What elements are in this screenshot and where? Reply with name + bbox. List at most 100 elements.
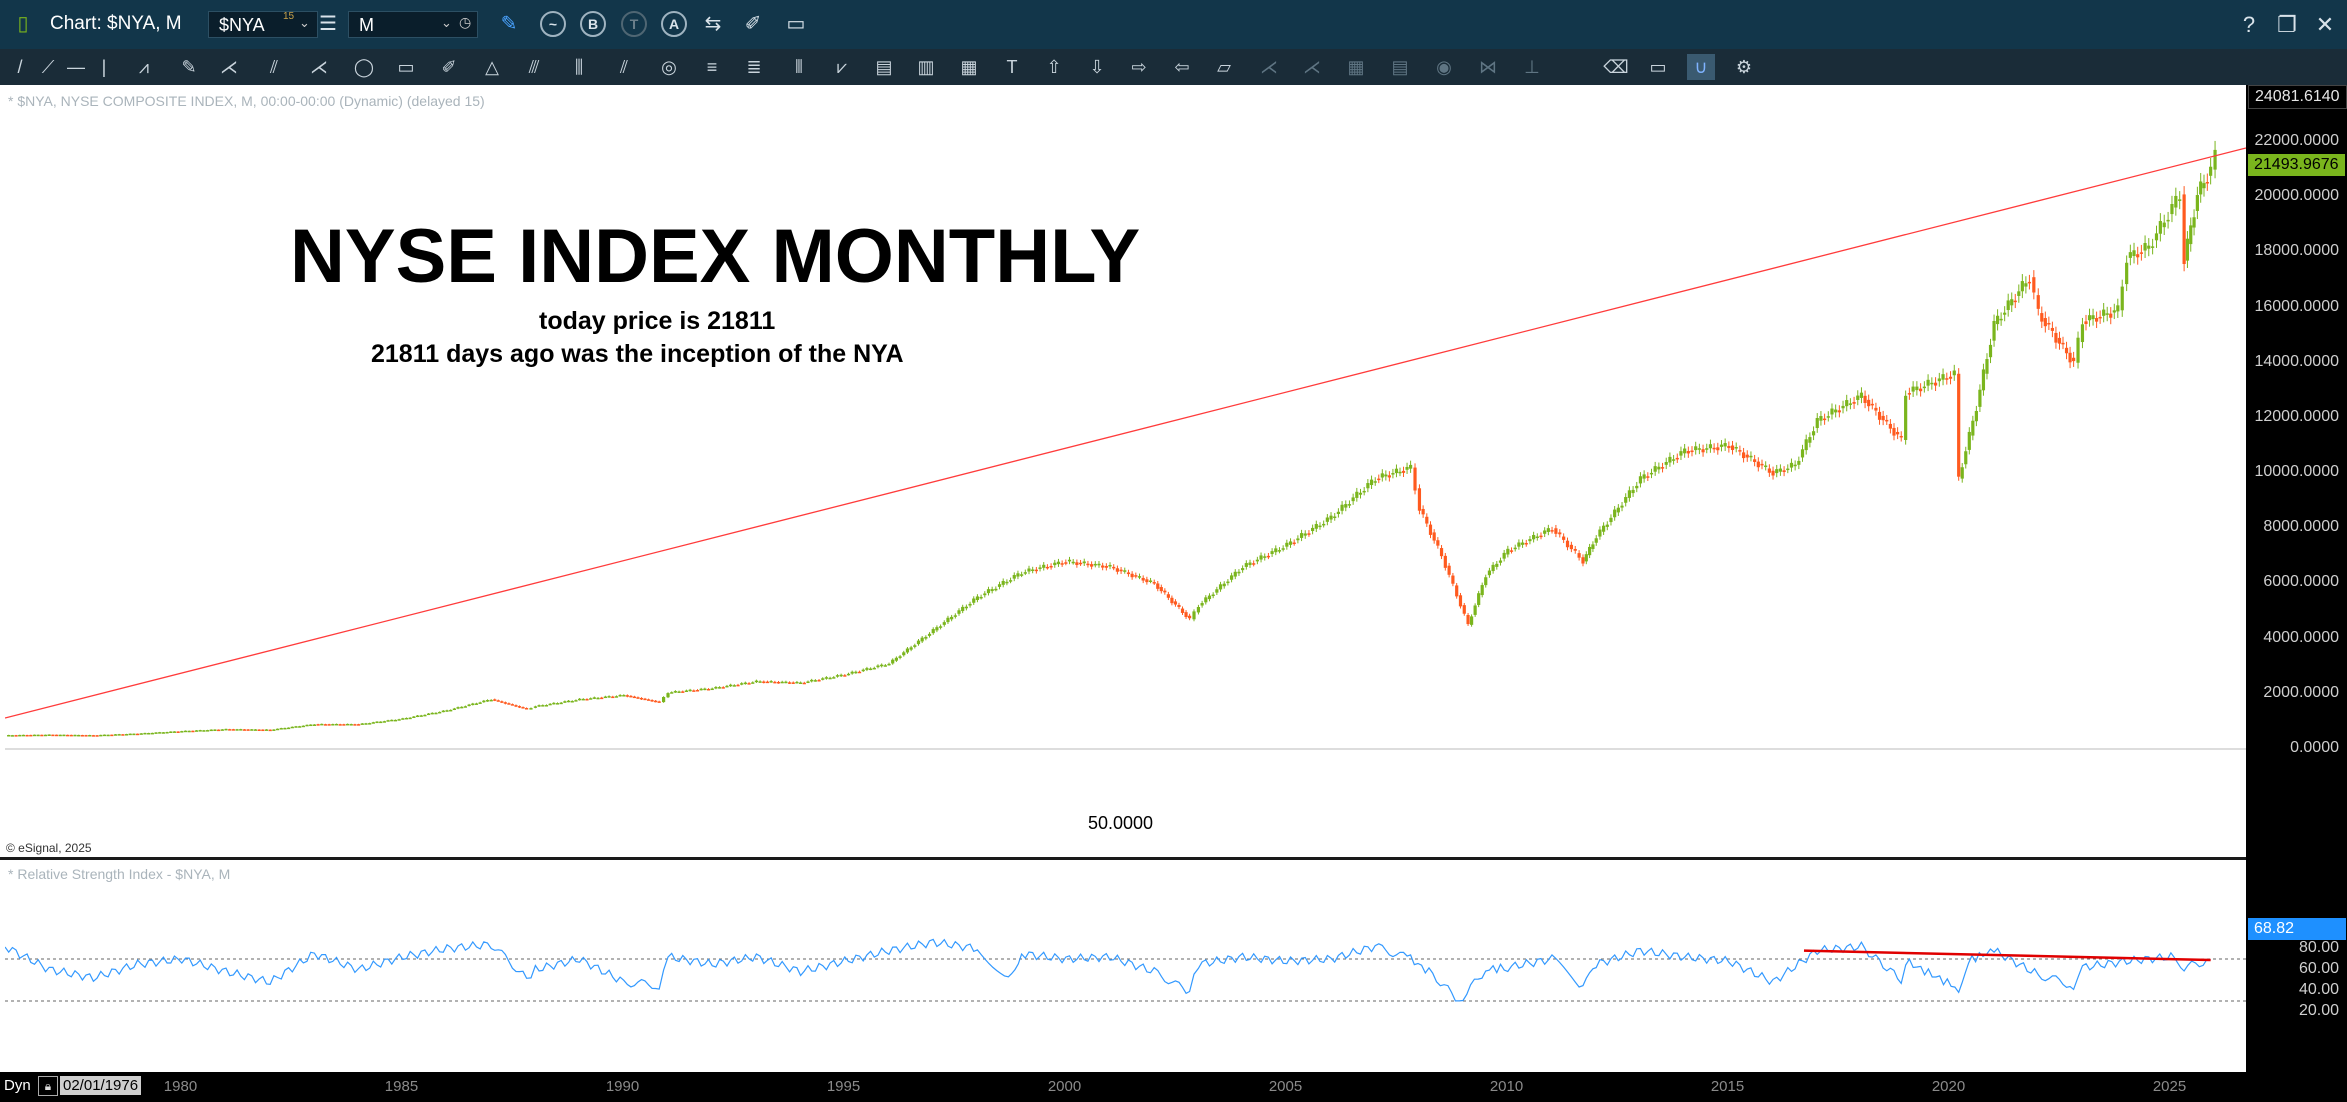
pen-tool-icon[interactable]: ✐ <box>441 57 457 77</box>
candle-body <box>220 729 224 731</box>
magnet-tool-icon[interactable]: ∪ <box>1687 54 1715 80</box>
window-title: Chart: $NYA, M <box>50 13 182 34</box>
comment-icon[interactable]: ▭ <box>786 13 806 35</box>
polyline-tool-icon[interactable]: ⩘ <box>138 57 150 77</box>
candle-body <box>1716 447 1720 451</box>
arrow-up-icon[interactable]: ⇧ <box>1046 57 1062 77</box>
fib-ext-tool-icon[interactable]: ≣ <box>746 57 762 77</box>
lock-icon[interactable]: 🔒︎ <box>38 1076 58 1096</box>
candle-body <box>1090 564 1094 567</box>
candle-body <box>740 683 744 685</box>
help-icon[interactable]: ? <box>2242 12 2256 37</box>
interval-select[interactable]: M ⌄ ◷ <box>348 11 478 38</box>
hline-tool-icon[interactable]: — <box>67 57 85 77</box>
time-zones-tool-icon[interactable]: ⦀ <box>795 57 803 77</box>
candle-body <box>905 648 910 653</box>
chat-tool-icon[interactable]: ▭ <box>1649 57 1667 77</box>
maximize-icon[interactable]: ❐ <box>2277 12 2297 37</box>
pane-divider[interactable] <box>0 857 2246 860</box>
pitchfork-tool-icon[interactable]: ⫽ <box>269 57 279 77</box>
candle-body <box>287 727 291 730</box>
share-icon[interactable]: ⇆ <box>704 13 722 35</box>
arrow-left-icon[interactable]: ⇦ <box>1174 57 1190 77</box>
study-icon[interactable]: ~ <box>540 11 566 37</box>
candle-body <box>997 584 1002 587</box>
edit-icon[interactable]: ✐ <box>744 13 762 35</box>
candle-body <box>2109 313 2113 318</box>
candle-body <box>592 697 596 699</box>
chevron-down-icon[interactable]: ⌄ <box>441 15 452 30</box>
candle-body <box>1241 568 1245 571</box>
candle-body <box>1075 562 1079 565</box>
candle-body <box>176 731 180 733</box>
time-axis-tick: 1985 <box>384 1078 419 1095</box>
close-icon[interactable]: ✕ <box>2315 12 2335 37</box>
chevron-down-icon[interactable]: ⌄ <box>299 15 310 30</box>
candle-body <box>1797 460 1801 465</box>
cycles-tool-icon[interactable]: ⫼ <box>574 57 584 77</box>
range-tool-icon[interactable]: ▤ <box>875 57 893 77</box>
candle-body <box>279 728 283 730</box>
wave-tool-icon[interactable]: ⩗ <box>836 57 848 77</box>
target-tool-icon[interactable]: ◎ <box>661 57 677 77</box>
candle-body <box>124 734 129 736</box>
ellipse-tool-icon[interactable]: ◯ <box>353 57 375 77</box>
vline-tool-icon[interactable]: | <box>101 57 107 77</box>
symbol-value: $NYA <box>219 15 265 35</box>
candle-body <box>935 627 939 631</box>
candle-body <box>2112 310 2116 313</box>
time-axis-tick: 1980 <box>163 1078 198 1095</box>
candle-body <box>2095 318 2099 322</box>
brush-tool-icon[interactable]: ✎ <box>181 57 197 77</box>
time-axis-tick: 2020 <box>1931 1078 1966 1095</box>
text-tool-icon[interactable]: T <box>1006 57 1018 77</box>
price-pane[interactable]: * $NYA, NYSE COMPOSITE INDEX, M, 00:00-0… <box>5 87 2246 857</box>
projection-tool-icon[interactable]: ▦ <box>960 57 978 77</box>
rsi-pane[interactable]: * Relative Strength Index - $NYA, M <box>5 860 2246 1072</box>
rsi-divergence-line[interactable] <box>1803 949 2211 962</box>
trendline[interactable] <box>5 147 2246 719</box>
menu-icon[interactable]: ☰ <box>319 13 337 35</box>
fib-tool-icon[interactable]: ≡ <box>706 57 718 77</box>
callout-tool-icon[interactable]: ▱ <box>1217 57 1231 77</box>
triangle-tool-icon[interactable]: △ <box>485 57 499 77</box>
measure-tool-icon[interactable]: ▥ <box>917 57 935 77</box>
eraser-tool-icon[interactable]: ⌫ <box>1603 57 1629 77</box>
settings-tool-icon[interactable]: ⚙ <box>1735 57 1753 77</box>
candle-body <box>751 682 755 684</box>
chart-headline: NYSE INDEX MONTHLY <box>290 214 1141 299</box>
candle-body <box>710 688 714 691</box>
symbol-input[interactable]: $NYA 15 ⌄ <box>208 11 318 38</box>
parallel-tool-icon[interactable]: ⫽ <box>619 57 629 77</box>
candle-body <box>1881 415 1885 421</box>
rectangle-tool-icon[interactable]: ▭ <box>397 57 415 77</box>
fan-tool-icon[interactable]: ⋌ <box>220 57 238 77</box>
clock-icon[interactable]: ◷ <box>459 14 472 30</box>
b-icon[interactable]: B <box>580 11 606 37</box>
candle-body <box>1086 563 1090 566</box>
candle-body <box>581 698 585 701</box>
time-axis[interactable]: Dyn 🔒︎ 02/01/1976 1980 1985 1990 1995 2000 20… <box>0 1072 2347 1102</box>
gann-tool-icon[interactable]: ⋌ <box>310 57 328 77</box>
candle-body <box>1049 565 1053 568</box>
line-tool-icon[interactable]: / <box>17 57 23 77</box>
candle-body <box>1509 550 1514 552</box>
channel-tool-icon[interactable]: ⫻ <box>528 57 540 77</box>
candle-body <box>18 734 22 737</box>
candle-body <box>1588 546 1592 556</box>
time-axis-tick: 1995 <box>826 1078 861 1095</box>
top-value-badge: 24081.6140 <box>2248 85 2347 109</box>
candle-body <box>423 714 427 717</box>
candle-body <box>1215 589 1219 593</box>
candle-body <box>1771 470 1775 476</box>
arrow-right-icon[interactable]: ⇨ <box>1131 57 1147 77</box>
arrow-down-icon[interactable]: ⇩ <box>1089 57 1105 77</box>
a-icon[interactable]: A <box>661 11 687 37</box>
t-icon[interactable]: T <box>621 11 647 37</box>
price-axis[interactable]: 24081.6140 22000.0000 20000.0000 18000.000… <box>2246 85 2347 1072</box>
pencil-icon[interactable]: ✎ <box>500 13 518 35</box>
candle-body <box>1671 459 1676 461</box>
ray-tool-icon[interactable]: ⟋ <box>41 57 55 77</box>
candle-body <box>2170 204 2174 215</box>
candle-body <box>1616 507 1620 513</box>
